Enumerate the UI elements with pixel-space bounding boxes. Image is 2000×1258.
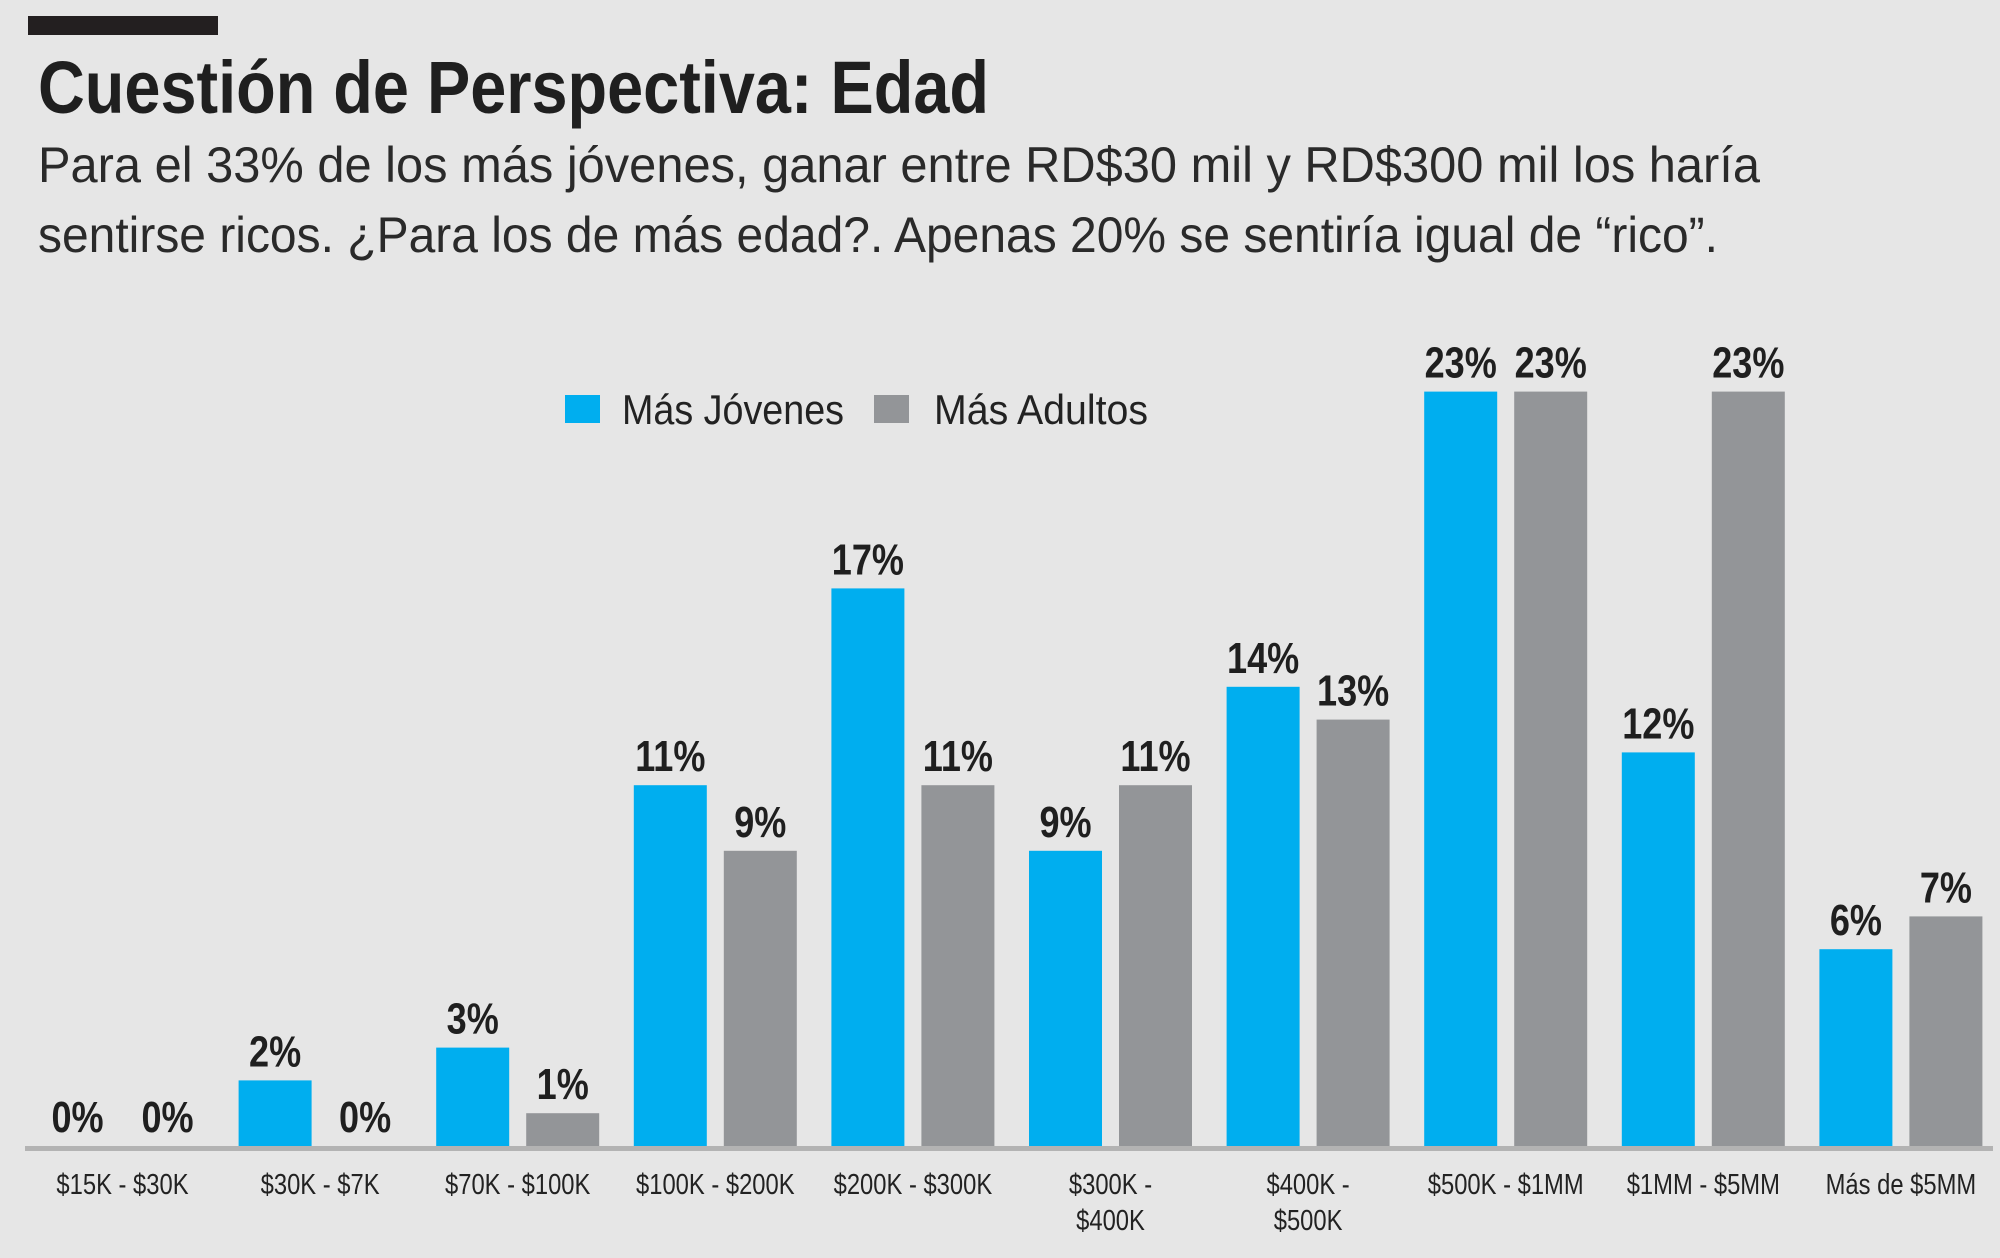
data-label-group: 13% <box>1317 666 1389 715</box>
data-label-adult-6: 13% <box>1317 666 1389 715</box>
x-tick-label-8: $1MM - $5MM <box>1627 1168 1780 1201</box>
data-label-group: 0% <box>141 1093 193 1142</box>
chart-subtitle-line-2: sentirse ricos. ¿Para los de más edad?. … <box>38 207 1718 263</box>
bar-adult-5 <box>1119 785 1192 1146</box>
data-label-group: 12% <box>1622 699 1694 748</box>
bar-adult-9 <box>1909 916 1983 1146</box>
bar-young-5 <box>1029 850 1102 1146</box>
bar-young-3 <box>633 785 707 1146</box>
data-label-adult-7: 23% <box>1515 338 1587 387</box>
x-tick-label-line: $400K - <box>1266 1168 1349 1201</box>
x-tick-label-9: Más de $5MM <box>1826 1168 1977 1201</box>
bar-young-7 <box>1424 391 1498 1147</box>
x-tick-label-group: $100K - $200K <box>636 1168 795 1201</box>
x-tick-label-2: $70K - $100K <box>445 1168 591 1201</box>
data-label-group: 7% <box>1920 863 1972 912</box>
bars: 0% 0% 2% 0% 3% 1% 11% 9% 17% 11% 9% 11% 14% 13% 23% 23%… <box>51 338 1983 1147</box>
data-label-group: 0% <box>339 1093 391 1142</box>
legend-label-adult: Más Adultos <box>934 386 1148 433</box>
bar-adult-7 <box>1514 391 1588 1147</box>
data-label-young-5: 9% <box>1039 797 1091 846</box>
x-tick-label-3: $100K - $200K <box>636 1168 795 1201</box>
legend-swatch-adult <box>874 395 909 423</box>
x-tick-label-line: $500K <box>1274 1204 1343 1237</box>
bar-adult-3 <box>723 850 797 1146</box>
x-tick-label-6: $400K -$500K <box>1266 1168 1349 1237</box>
bar-young-1 <box>238 1080 312 1146</box>
data-label-adult-2: 1% <box>537 1060 589 1109</box>
data-label-young-6: 14% <box>1227 633 1299 682</box>
chart-subtitle-line-1: Para el 33% de los más jóvenes, ganar en… <box>38 137 1760 193</box>
bar-adult-8 <box>1711 391 1785 1147</box>
x-tick-label-group: $400K -$500K <box>1266 1168 1349 1237</box>
x-axis-line <box>25 1146 1993 1151</box>
bar-adult-4 <box>921 785 995 1146</box>
data-label-group: 23% <box>1515 338 1587 387</box>
data-label-group: 1% <box>537 1060 589 1109</box>
x-tick-label-group: Más de $5MM <box>1826 1168 1977 1201</box>
data-label-young-1: 2% <box>249 1027 301 1076</box>
header-accent-bar <box>28 16 218 35</box>
x-tick-label-4: $200K - $300K <box>834 1168 993 1201</box>
data-label-adult-9: 7% <box>1920 863 1972 912</box>
data-label-adult-3: 9% <box>734 797 786 846</box>
x-axis-labels: $15K - $30K $30K - $7K $70K - $100K $100K -… <box>56 1168 1976 1237</box>
data-label-adult-1: 0% <box>339 1093 391 1142</box>
data-label-group: 11% <box>635 732 705 781</box>
bar-adult-2 <box>526 1113 600 1146</box>
data-label-young-2: 3% <box>447 994 499 1043</box>
data-label-young-3: 11% <box>635 732 705 781</box>
data-label-group: 0% <box>51 1093 103 1142</box>
bar-young-9 <box>1819 949 1893 1146</box>
data-label-young-9: 6% <box>1830 896 1882 945</box>
data-label-group: 6% <box>1830 896 1882 945</box>
data-label-adult-8: 23% <box>1712 338 1784 387</box>
x-tick-label-7: $500K - $1MM <box>1428 1168 1584 1201</box>
x-tick-label-0: $15K - $30K <box>56 1168 188 1201</box>
x-tick-label-line: $400K <box>1076 1204 1145 1237</box>
x-tick-label-line: $300K - <box>1069 1168 1152 1201</box>
x-tick-label-group: $30K - $7K <box>261 1168 380 1201</box>
data-label-adult-4: 11% <box>923 732 993 781</box>
bar-adult-6 <box>1316 719 1390 1146</box>
data-label-group: 11% <box>1120 732 1190 781</box>
data-label-group: 23% <box>1712 338 1784 387</box>
bar-young-8 <box>1621 752 1695 1146</box>
data-label-adult-0: 0% <box>141 1093 193 1142</box>
x-tick-label-1: $30K - $7K <box>261 1168 380 1201</box>
data-label-young-0: 0% <box>51 1093 103 1142</box>
data-label-group: 17% <box>832 535 904 584</box>
data-label-group: 23% <box>1425 338 1497 387</box>
x-tick-label-group: $70K - $100K <box>445 1168 591 1201</box>
data-label-young-7: 23% <box>1425 338 1497 387</box>
bar-young-4 <box>831 588 905 1146</box>
legend-swatch-young <box>565 395 600 423</box>
data-label-group: 3% <box>447 994 499 1043</box>
data-label-young-4: 17% <box>832 535 904 584</box>
data-label-group: 11% <box>923 732 993 781</box>
x-tick-label-group: $1MM - $5MM <box>1627 1168 1780 1201</box>
data-label-group: 14% <box>1227 633 1299 682</box>
x-tick-label-group: $500K - $1MM <box>1428 1168 1584 1201</box>
data-label-group: 9% <box>734 797 786 846</box>
x-tick-label-5: $300K -$400K <box>1069 1168 1152 1237</box>
x-tick-label-group: $15K - $30K <box>56 1168 188 1201</box>
bar-young-6 <box>1226 686 1300 1146</box>
chart-title: Cuestión de Perspectiva: Edad <box>38 46 989 129</box>
legend: Más Jóvenes Más Adultos <box>565 386 1148 433</box>
x-tick-label-group: $200K - $300K <box>834 1168 993 1201</box>
data-label-group: 9% <box>1039 797 1091 846</box>
legend-label-young: Más Jóvenes <box>622 386 844 433</box>
data-label-young-8: 12% <box>1622 699 1694 748</box>
x-tick-label-group: $300K -$400K <box>1069 1168 1152 1237</box>
data-label-group: 2% <box>249 1027 301 1076</box>
data-label-adult-5: 11% <box>1120 732 1190 781</box>
bar-young-2 <box>436 1047 510 1146</box>
